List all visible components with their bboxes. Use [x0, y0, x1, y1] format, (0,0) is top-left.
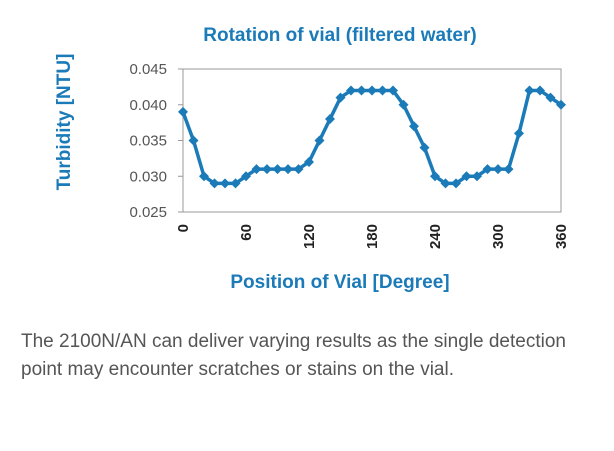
- data-point: [535, 85, 545, 96]
- data-point: [220, 178, 230, 189]
- axes: 0.025 0.030 0.035 0.040 0.045 0 60 120 180 240 300…: [129, 61, 570, 249]
- data-point: [430, 171, 440, 182]
- caption-text: The 2100N/AN can deliver varying results…: [21, 331, 566, 380]
- data-point: [241, 171, 251, 182]
- data-point: [461, 171, 472, 182]
- x-tick-label: 360: [553, 224, 570, 249]
- y-tick-label: 0.045: [129, 61, 167, 78]
- x-tick-label: 300: [490, 224, 507, 249]
- y-tick-label: 0.030: [129, 168, 167, 185]
- turbidity-chart: Rotation of vial (filtered water) Turbid…: [54, 25, 570, 293]
- x-tick-label: 60: [238, 224, 255, 241]
- data-point: [356, 85, 367, 96]
- data-point: [178, 106, 188, 117]
- data-point: [451, 178, 461, 189]
- data-point: [335, 92, 346, 103]
- data-point: [377, 85, 388, 96]
- y-axis-title: Turbidity [NTU]: [54, 54, 75, 191]
- data-point: [472, 171, 482, 182]
- data-point: [493, 164, 503, 175]
- data-point: [325, 114, 335, 125]
- data-point: [230, 178, 241, 189]
- data-point: [262, 164, 272, 175]
- y-tick-label: 0.035: [129, 133, 167, 150]
- data-point: [419, 142, 430, 153]
- y-tick-label: 0.025: [129, 204, 167, 221]
- data-point: [388, 85, 398, 96]
- data-point: [188, 135, 199, 146]
- data-point: [251, 164, 262, 175]
- data-point: [199, 171, 209, 182]
- data-point: [440, 178, 451, 189]
- y-tick-label: 0.040: [129, 97, 167, 114]
- data-point: [556, 99, 566, 110]
- data-point: [503, 164, 514, 175]
- x-tick-label: 0: [175, 224, 192, 232]
- data-point: [524, 85, 535, 96]
- x-tick-label: 240: [427, 224, 444, 249]
- data-point: [409, 121, 419, 132]
- data-point: [482, 164, 493, 175]
- data-point: [514, 128, 524, 139]
- data-point: [304, 156, 314, 167]
- data-point: [209, 178, 220, 189]
- chart-title: Rotation of vial (filtered water): [203, 25, 476, 46]
- data-point: [545, 92, 556, 103]
- data-point: [293, 164, 304, 175]
- data-point: [283, 164, 293, 175]
- x-tick-label: 180: [364, 224, 381, 249]
- data-point: [367, 85, 377, 96]
- x-axis-title: Position of Vial [Degree]: [230, 272, 449, 293]
- data-point: [346, 85, 356, 96]
- data-point: [272, 164, 283, 175]
- x-tick-label: 120: [301, 224, 318, 249]
- data-point: [398, 99, 409, 110]
- series-turbidity: [178, 85, 566, 189]
- data-point: [314, 135, 325, 146]
